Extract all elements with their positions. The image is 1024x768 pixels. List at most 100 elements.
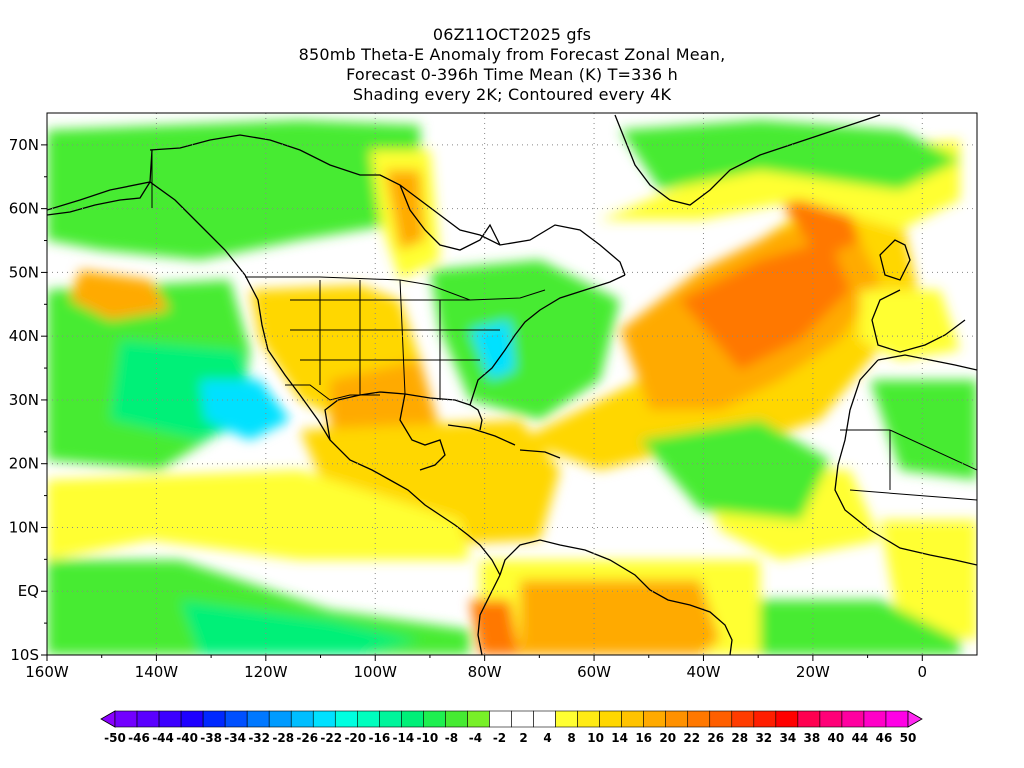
colorbar-label: -2 xyxy=(493,731,506,745)
axis-ticks: 160W 140W 120W 100W 80W 60W 40W 20W 0 10S EQ 10N 20N… xyxy=(9,136,927,681)
anomaly-shading-region xyxy=(620,120,960,190)
chart-title-line4: Shading every 2K; Contoured every 4K xyxy=(352,85,672,104)
colorbar-swatch xyxy=(533,710,556,728)
colorbar-label: 34 xyxy=(779,731,796,745)
colorbar-label: -50 xyxy=(104,731,126,745)
colorbar-swatch xyxy=(863,710,887,728)
colorbar-label: 2 xyxy=(519,731,527,745)
colorbar-swatch xyxy=(401,710,424,728)
coastline-north-america xyxy=(47,181,501,576)
chart-title-line3: Forecast 0-396h Time Mean (K) T=336 h xyxy=(346,65,678,84)
lon-tick-label: 160W xyxy=(25,663,69,681)
coastline-canada-north xyxy=(149,134,626,276)
anomaly-shading-region xyxy=(640,420,830,520)
colorbar-swatch xyxy=(775,710,799,728)
anomaly-shading-region xyxy=(200,380,290,440)
colorbar-swatch xyxy=(158,710,182,728)
shading-layer xyxy=(47,113,977,655)
colorbar-swatch xyxy=(511,710,534,728)
colorbar-swatch xyxy=(312,710,336,728)
colorbar-label: 32 xyxy=(755,731,772,745)
colorbar-swatch xyxy=(577,710,600,728)
colorbar-label: -4 xyxy=(469,731,482,745)
colorbar-label: -8 xyxy=(445,731,458,745)
anomaly-shading-region xyxy=(520,580,720,655)
colorbar-swatch xyxy=(290,710,314,728)
anomaly-shading-region xyxy=(870,380,977,480)
lon-tick-label: 80W xyxy=(468,663,502,681)
lat-tick-label: EQ xyxy=(18,582,39,600)
colorbar-label: -22 xyxy=(320,731,342,745)
lon-tick-label: 0 xyxy=(918,663,928,681)
coastline-gulf xyxy=(324,391,483,441)
colorbar-label: 22 xyxy=(683,731,700,745)
coastline-britain xyxy=(879,239,911,281)
colorbar-swatch xyxy=(246,710,270,728)
coastline-alaska xyxy=(47,149,153,216)
lon-tick-label: 40W xyxy=(687,663,721,681)
border-us-canada xyxy=(245,276,546,301)
coastline-africa xyxy=(834,359,977,566)
lon-tick-label: 140W xyxy=(135,663,179,681)
colorbar-label: 4 xyxy=(543,731,551,745)
colorbar-label: -44 xyxy=(152,731,174,745)
colorbar-swatch xyxy=(357,710,380,728)
anomaly-shading-region xyxy=(470,320,515,380)
colorbar-swatch xyxy=(445,710,468,728)
anomaly-shading-region xyxy=(385,170,425,250)
lat-tick-label: 50N xyxy=(9,263,39,281)
colorbar-swatch xyxy=(731,710,755,728)
coastline-yucatan xyxy=(399,393,446,471)
anomaly-shading-region xyxy=(760,600,960,655)
lat-tick-label: 60N xyxy=(9,200,39,218)
colorbar-label: -32 xyxy=(248,731,270,745)
coastline-hispaniola xyxy=(519,449,561,459)
colorbar-label: -46 xyxy=(128,731,150,745)
lat-tick-label: 10N xyxy=(9,518,39,536)
lat-tick-label: 20N xyxy=(9,455,39,473)
anomaly-shading-region xyxy=(180,600,420,655)
colorbar-label: 40 xyxy=(828,731,845,745)
colorbar-label: -34 xyxy=(224,731,246,745)
colorbar-label: 44 xyxy=(852,731,869,745)
colorbar-label: 28 xyxy=(731,731,748,745)
colorbar-swatch xyxy=(885,710,909,728)
colorbar-swatch xyxy=(423,710,446,728)
lat-tick-label: 10S xyxy=(10,646,39,664)
colorbar-label: -20 xyxy=(344,731,366,745)
colorbar: -50 -46 -44 -40 -38 -34 -32 -28 -26 -22 -20 -16 -14-… xyxy=(100,710,923,745)
lon-tick-label: 60W xyxy=(577,663,611,681)
colorbar-label: 14 xyxy=(611,731,628,745)
colorbar-swatch xyxy=(136,710,160,728)
colorbar-swatch xyxy=(687,710,711,728)
graticule xyxy=(47,113,977,655)
colorbar-label: -26 xyxy=(296,731,318,745)
coastline-africa-north xyxy=(877,354,977,371)
colorbar-label: 20 xyxy=(659,731,676,745)
colorbar-swatch xyxy=(599,710,622,728)
colorbar-swatch xyxy=(555,710,578,728)
colorbar-label: 38 xyxy=(804,731,821,745)
coastline-hudson-bay xyxy=(399,184,501,251)
colorbar-label: -16 xyxy=(368,731,390,745)
colorbar-swatch xyxy=(643,710,666,728)
coastline-south-america xyxy=(499,539,733,655)
colorbar-label: 16 xyxy=(635,731,652,745)
colorbar-swatch xyxy=(819,710,843,728)
border-states-2 xyxy=(319,279,441,400)
colorbar-label: -40 xyxy=(176,731,198,745)
colorbar-swatch xyxy=(467,710,490,728)
colorbar-swatch xyxy=(379,710,402,728)
lat-tick-label: 70N xyxy=(9,136,39,154)
colorbar-swatch xyxy=(665,710,689,728)
lon-tick-label: 100W xyxy=(354,663,398,681)
colorbar-label: 50 xyxy=(900,731,917,745)
lat-tick-label: 40N xyxy=(9,327,39,345)
lat-tick-label: 30N xyxy=(9,391,39,409)
coastline-layer xyxy=(47,114,977,655)
colorbar-label: 26 xyxy=(707,731,724,745)
colorbar-swatch xyxy=(334,710,358,728)
border-layer xyxy=(151,150,977,501)
colorbar-swatch xyxy=(753,710,777,728)
